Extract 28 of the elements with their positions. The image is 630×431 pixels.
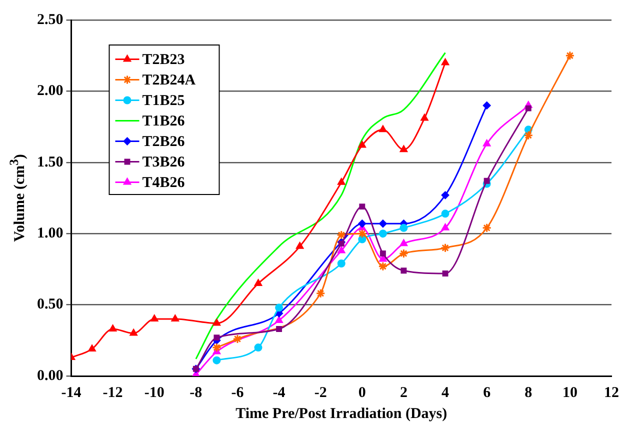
y-tick-label: 0.00 — [37, 368, 64, 384]
x-tick-label: -12 — [102, 384, 123, 401]
x-tick-label: -14 — [61, 384, 82, 401]
legend-label: T2B24A — [142, 72, 196, 89]
legend-label: T4B26 — [142, 175, 186, 192]
x-tick-label: 4 — [442, 384, 450, 401]
legend-label: T1B26 — [142, 114, 186, 130]
y-tick-label: 1.50 — [37, 154, 64, 170]
y-tick-label: 1.00 — [37, 225, 64, 242]
x-tick-label: -6 — [231, 384, 244, 401]
x-axis-title: Time Pre/Post Irradiation (Days) — [236, 406, 448, 422]
legend-label: T3B26 — [142, 154, 186, 171]
legend-label: T2B23 — [142, 52, 185, 68]
legend-label: T2B26 — [142, 134, 186, 150]
y-tick-label: 2.50 — [37, 12, 64, 28]
x-tick-label: 10 — [562, 384, 578, 401]
x-tick-label: 8 — [524, 384, 532, 401]
x-tick-label: 0 — [358, 384, 366, 401]
x-tick-label: -4 — [272, 384, 286, 401]
legend-label: T1B25 — [142, 93, 185, 110]
x-tick-label: -8 — [190, 384, 202, 401]
x-tick-label: 2 — [400, 384, 408, 401]
x-tick-label: 6 — [483, 384, 492, 401]
x-tick-label: 12 — [604, 384, 619, 401]
y-tick-label: 0.50 — [37, 296, 64, 313]
x-tick-label: -10 — [144, 384, 164, 401]
x-tick-label: -2 — [314, 384, 327, 401]
y-tick-label: 2.00 — [37, 83, 64, 100]
